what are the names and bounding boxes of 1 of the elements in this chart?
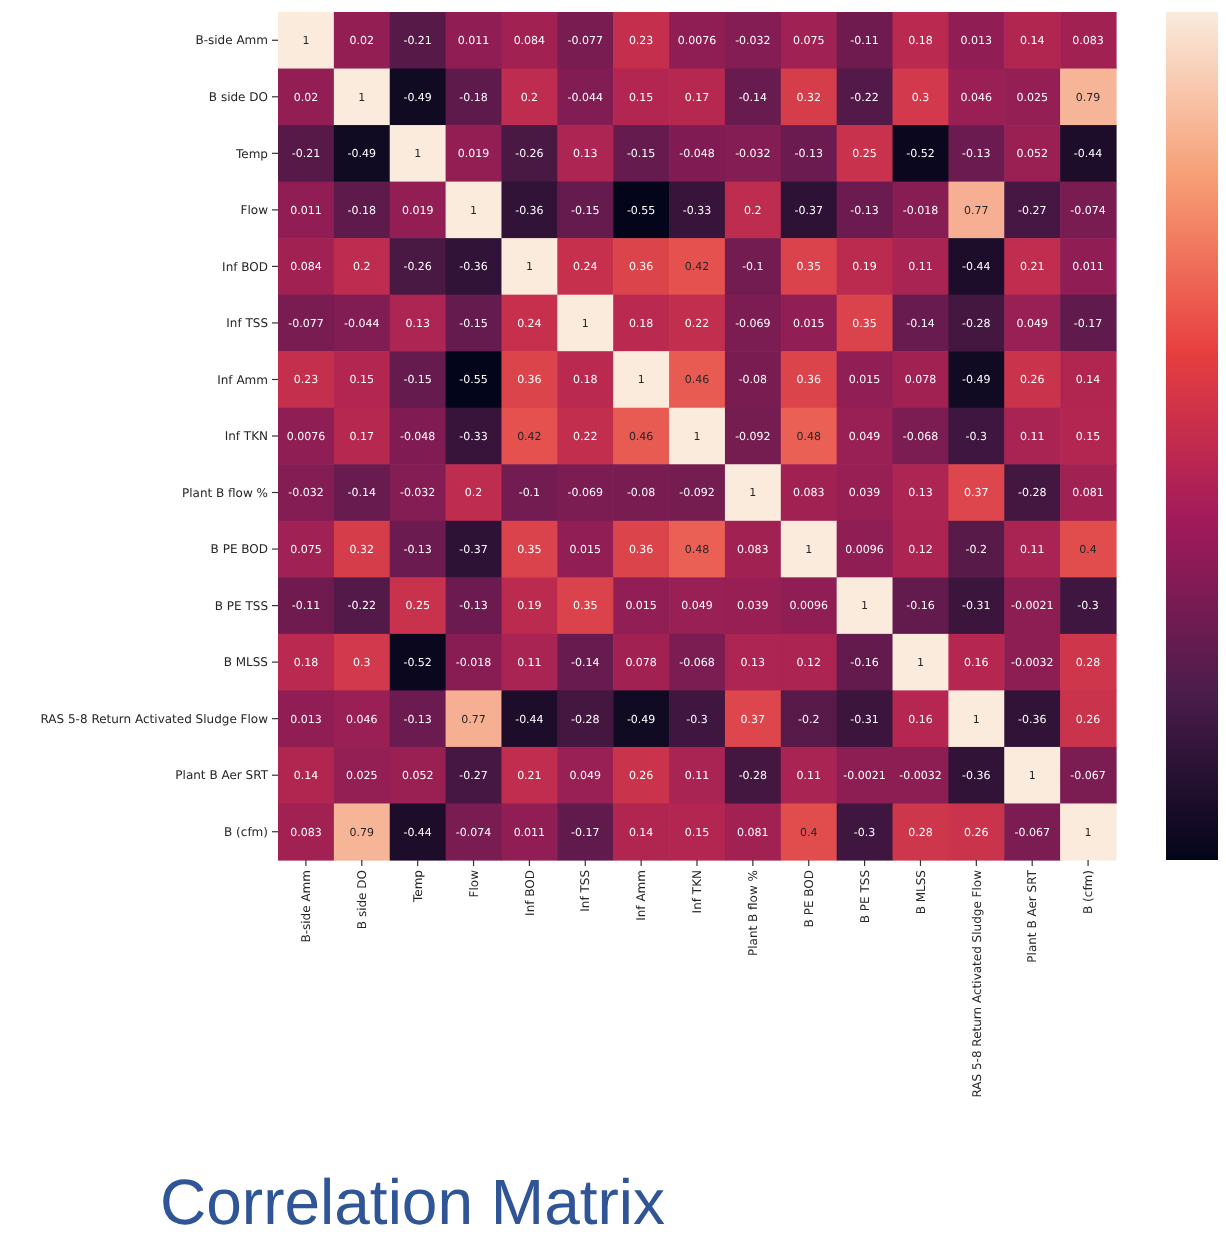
text: Correlation Matrix (160, 1166, 666, 1238)
